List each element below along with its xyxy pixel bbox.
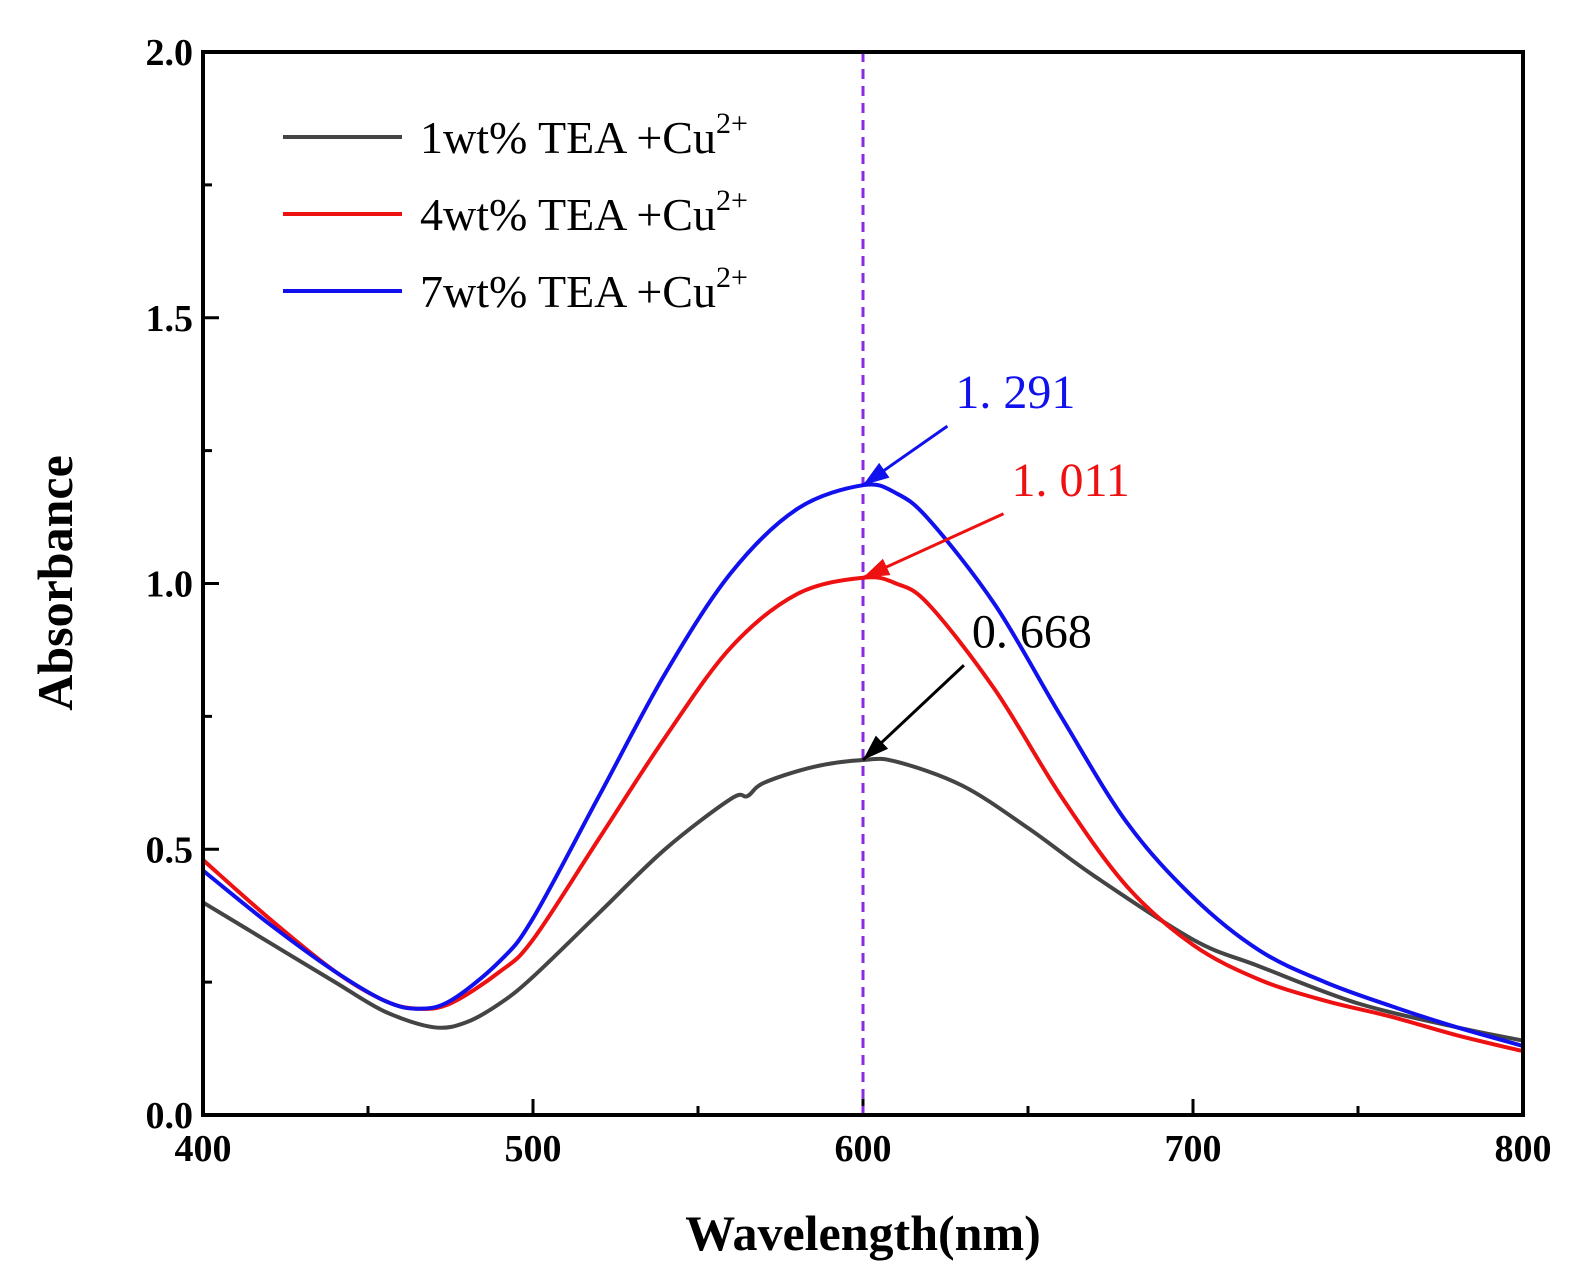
y-tick-label: 0.0 <box>146 1095 194 1137</box>
annotation-value: 1. 011 <box>1012 454 1130 507</box>
annotation-arrowhead <box>863 462 890 486</box>
legend-label-main: 4wt% TEA +Cu <box>420 189 716 240</box>
series-line-1 <box>203 756 1523 1043</box>
x-tick-label: 600 <box>835 1128 892 1170</box>
peak-annotations: 1. 291 1. 011 0. 668 <box>861 366 1130 762</box>
x-tick-label: 400 <box>175 1128 232 1170</box>
legend-label-1: 1wt% TEA +Cu2+ <box>420 107 748 163</box>
y-tick-label: 1.5 <box>146 298 194 340</box>
x-tick-label: 500 <box>505 1128 562 1170</box>
plot-frame <box>201 50 1525 1117</box>
legend-label-main: 1wt% TEA +Cu <box>420 112 716 163</box>
legend-label-main: 7wt% TEA +Cu <box>420 266 716 317</box>
legend: 1wt% TEA +Cu2+4wt% TEA +Cu2+7wt% TEA +Cu… <box>283 107 748 317</box>
legend-label-2: 4wt% TEA +Cu2+ <box>420 184 748 240</box>
y-tick-label: 1.0 <box>146 564 194 606</box>
x-tick-label: 800 <box>1495 1128 1552 1170</box>
annotation-value: 1. 291 <box>955 366 1075 419</box>
y-tick-label: 2.0 <box>146 32 194 74</box>
y-axis-title: Absorbance <box>27 455 83 711</box>
legend-label-superscript: 2+ <box>716 184 748 217</box>
axis-tick-labels: 400 500 600 700 800 0.0 0.5 1.0 1.5 2.0 <box>146 32 1552 1170</box>
y-tick-label: 0.5 <box>146 829 194 871</box>
legend-label-superscript: 2+ <box>716 261 748 294</box>
x-axis-title: Wavelength(nm) <box>685 1205 1041 1261</box>
x-tick-label: 700 <box>1165 1128 1222 1170</box>
annotation-value: 0. 668 <box>972 605 1092 658</box>
annotation-arrowhead <box>863 558 891 578</box>
series-line-3 <box>203 482 1523 1048</box>
annotation-arrowhead <box>863 735 889 760</box>
legend-label-3: 7wt% TEA +Cu2+ <box>420 261 748 317</box>
series-lines <box>203 482 1523 1054</box>
legend-label-superscript: 2+ <box>716 107 748 140</box>
